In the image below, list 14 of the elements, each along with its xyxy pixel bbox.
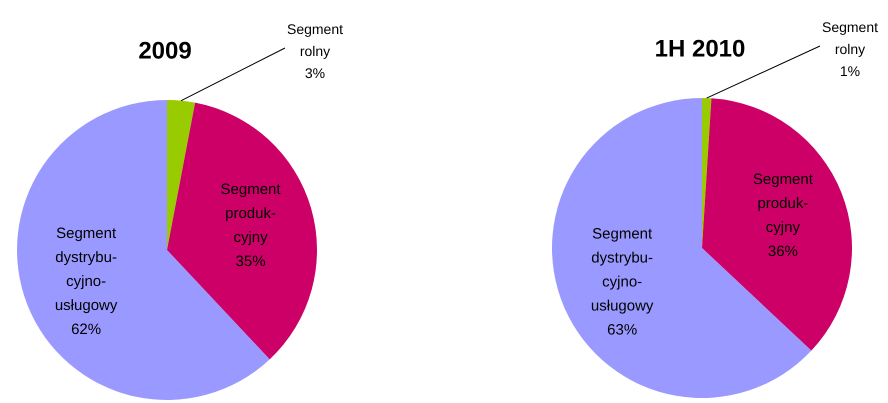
data-label: 3%	[304, 64, 326, 81]
slice-label: Segment produk-cyjny	[752, 171, 814, 236]
data-label: 36%	[768, 243, 798, 260]
slice-label: Segment dystrybu-cyjno-usługowy	[590, 226, 654, 315]
slice-label: Segment dystrybu-cyjno-usługowy	[54, 225, 118, 314]
data-label: 1%	[840, 62, 860, 79]
slice-label: Segment rolny	[822, 18, 878, 57]
text: 2009	[138, 38, 192, 65]
data-label: 63%	[607, 322, 638, 339]
slice-label: Segment produk-cyjny	[220, 180, 282, 246]
text: 1H 2010	[654, 36, 746, 63]
data-label: 35%	[236, 252, 266, 270]
data-label: 62%	[71, 321, 102, 338]
slice-label: Segment rolny	[286, 20, 344, 59]
